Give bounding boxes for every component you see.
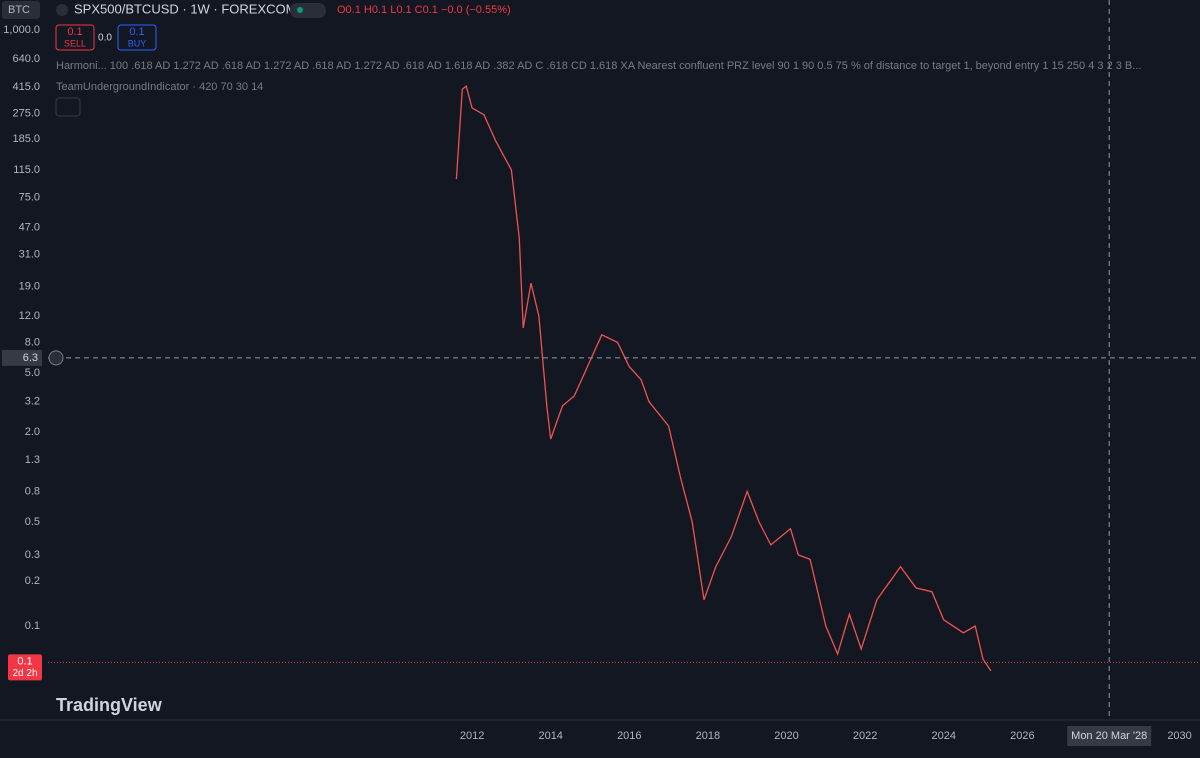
y-tick-label: 47.0: [19, 222, 40, 234]
logo: TradingView: [56, 695, 163, 715]
y-tick-label: 1.3: [25, 454, 40, 466]
status-pill: [290, 3, 326, 18]
y-tick-label: 2.0: [25, 426, 40, 438]
buy-price: 0.1: [129, 26, 144, 38]
corner-label: BTC: [8, 4, 30, 16]
y-tick-label: 115.0: [13, 164, 40, 176]
buy-button[interactable]: [117, 24, 157, 51]
y-tick-label: 0.5: [25, 516, 40, 528]
crosshair-x-label: Mon 20 Mar '28: [1071, 730, 1147, 742]
crosshair-y-label: 6.3: [23, 352, 38, 364]
x-tick-label: 2030: [1167, 730, 1191, 742]
collapse-button[interactable]: [55, 97, 81, 117]
y-tick-label: 3.2: [25, 396, 40, 408]
sell-button[interactable]: [55, 24, 95, 51]
symbol-icon: [56, 4, 68, 16]
y-tick-label: 0.8: [25, 485, 40, 497]
y-tick-label: 8.0: [25, 336, 40, 348]
price-badge-countdown: 2d 2h: [12, 668, 37, 679]
symbol[interactable]: SPX500/BTCUSD · 1W · FOREXCOM: [74, 1, 296, 16]
x-tick-label: 2018: [696, 730, 720, 742]
y-tick-label: 31.0: [19, 249, 40, 261]
x-tick-label: 2016: [617, 730, 641, 742]
x-tick-label: 2026: [1010, 730, 1034, 742]
price-badge: [8, 654, 42, 681]
y-tick-label: 275.0: [12, 107, 40, 119]
y-tick-label: 19.0: [19, 280, 40, 292]
y-tick-label: 0.1: [25, 620, 40, 632]
y-tick-label: 0.3: [25, 549, 40, 561]
spread: 0.0: [98, 33, 112, 44]
x-tick-label: 2024: [931, 730, 955, 742]
y-tick-label: 5.0: [25, 367, 40, 379]
x-tick-label: 2012: [460, 730, 484, 742]
crosshair-y-badge: [2, 349, 42, 366]
y-tick-label: 640.0: [12, 53, 40, 65]
x-tick-label: 2020: [774, 730, 798, 742]
y-tick-label: 1,000.0: [3, 24, 40, 36]
x-tick-label: 2022: [853, 730, 877, 742]
sell-price: 0.1: [67, 26, 82, 38]
crosshair-x-badge: [1067, 726, 1152, 746]
sell-label: SELL: [64, 38, 86, 48]
ohlc: O0.1 H0.1 L0.1 C0.1 −0.0 (−0.55%): [337, 4, 511, 16]
indicator-1[interactable]: Harmoni... 100 .618 AD 1.272 AD .618 AD …: [56, 60, 1141, 72]
price-line: [455, 84, 992, 672]
y-tick-label: 0.2: [25, 575, 40, 587]
indicator-2[interactable]: TeamUndergroundIndicator · 420 70 30 14: [56, 81, 263, 93]
y-tick-label: 75.0: [19, 192, 40, 204]
x-tick-label: 2014: [538, 730, 562, 742]
buy-label: BUY: [128, 38, 147, 48]
crosshair-plus: [48, 350, 64, 366]
y-tick-label: 415.0: [12, 81, 40, 93]
corner-box[interactable]: [2, 1, 40, 19]
y-tick-label: 12.0: [19, 310, 40, 322]
y-tick-label: 185.0: [12, 133, 40, 145]
price-badge-value: 0.1: [17, 655, 32, 667]
status-dot: [297, 7, 303, 13]
